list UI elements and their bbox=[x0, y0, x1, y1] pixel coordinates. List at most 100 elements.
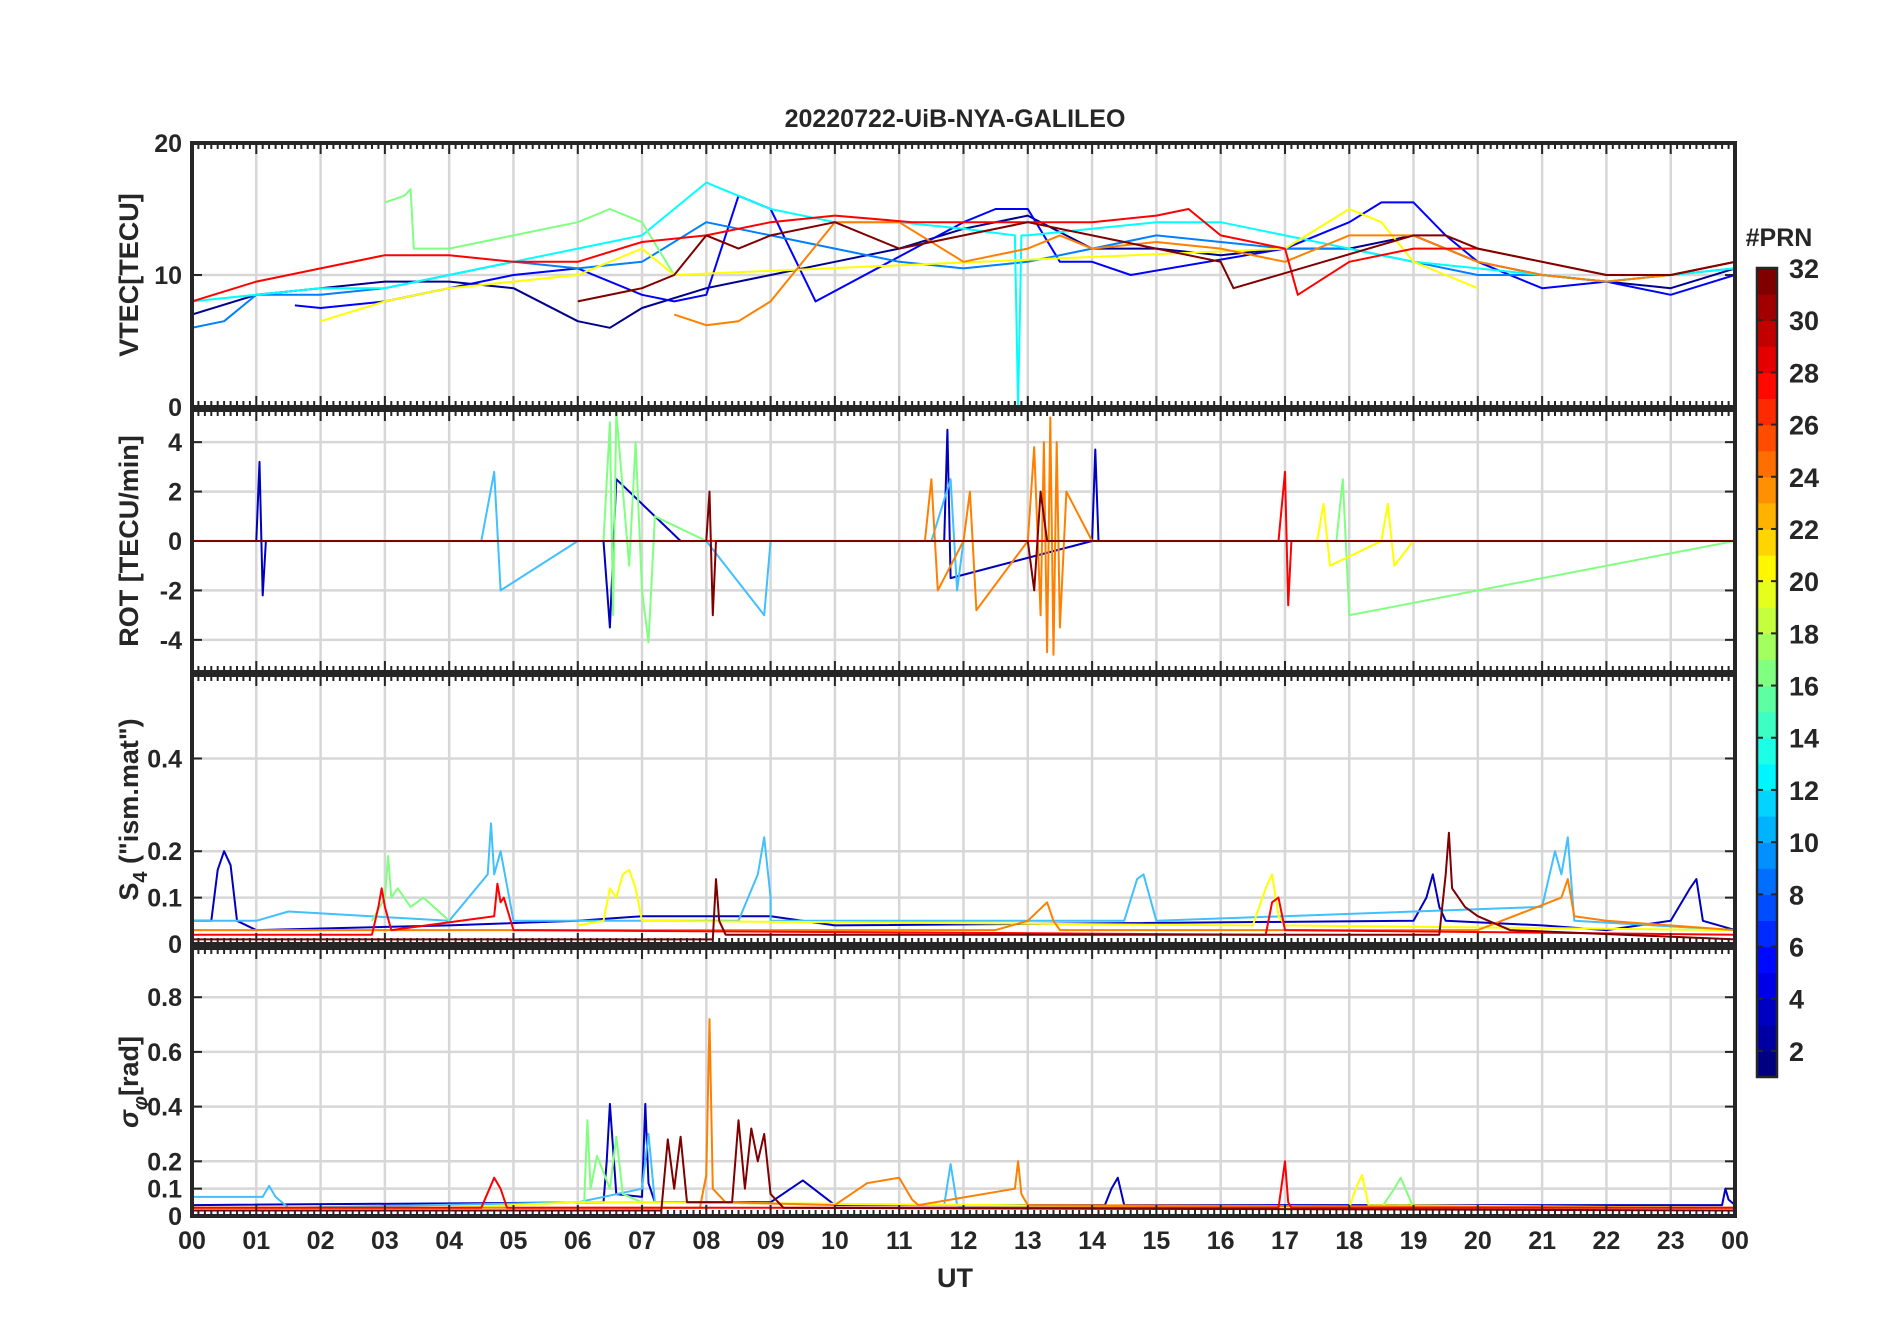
colorbar-segment bbox=[1757, 868, 1777, 895]
x-tick-label: 02 bbox=[307, 1227, 335, 1255]
colorbar-tick-label: 32 bbox=[1789, 254, 1819, 284]
rot-series-group bbox=[192, 411, 1735, 656]
s4-series-line bbox=[192, 822, 1735, 932]
colorbar-tick-label: 6 bbox=[1789, 933, 1804, 963]
vtec-frame bbox=[190, 141, 1737, 409]
x-tick-label: 07 bbox=[628, 1227, 656, 1255]
colorbar-tick-label: 30 bbox=[1789, 306, 1819, 336]
colorbar-segment bbox=[1757, 1050, 1777, 1078]
colorbar-tick-label: 14 bbox=[1789, 724, 1819, 754]
panel-rot: -4 -2 0 2 4 ROT [TECU/min] bbox=[114, 408, 1737, 674]
colorbar-tick-label: 28 bbox=[1789, 358, 1819, 388]
colorbar-segment bbox=[1757, 555, 1777, 582]
chart-title: 20220722-UiB-NYA-GALILEO bbox=[785, 105, 1126, 133]
rot-ytick-label: -4 bbox=[160, 627, 182, 655]
s4-series-group bbox=[192, 822, 1735, 941]
x-tick-label: 16 bbox=[1207, 1227, 1235, 1255]
rot-frame bbox=[190, 408, 1737, 674]
vtec-ytick-label: 0 bbox=[168, 394, 182, 422]
colorbar-segment bbox=[1757, 789, 1777, 817]
colorbar-segment bbox=[1757, 842, 1777, 869]
x-tick-label: 21 bbox=[1528, 1227, 1556, 1255]
vtec-series-group bbox=[192, 181, 1735, 407]
x-tick-label: 04 bbox=[435, 1227, 463, 1255]
colorbar-tick-label: 20 bbox=[1789, 567, 1819, 597]
vtec-series-line bbox=[192, 181, 1735, 407]
s4-ylabel: S4 ("ism.mat") bbox=[114, 718, 152, 900]
x-tick-label: 11 bbox=[886, 1227, 913, 1255]
colorbar-tick-label: 12 bbox=[1789, 776, 1819, 806]
colorbar-segment bbox=[1757, 711, 1777, 739]
panel-vtec: 0 10 20 VTEC[TECU] bbox=[114, 130, 1737, 422]
vtec-ylabel: VTEC[TECU] bbox=[114, 193, 144, 357]
colorbar-segment bbox=[1757, 294, 1777, 321]
s4-ytick-label: 0.2 bbox=[147, 838, 182, 866]
sigma-series-line bbox=[192, 1018, 1735, 1209]
sigma-series-group bbox=[192, 1018, 1735, 1212]
colorbar-tick-label: 16 bbox=[1789, 672, 1819, 702]
vtec-series-line bbox=[673, 221, 1735, 327]
colorbar-label: #PRN bbox=[1746, 224, 1813, 252]
colorbar-segment bbox=[1757, 581, 1777, 608]
s4-series-line bbox=[192, 882, 1735, 936]
colorbar-segment bbox=[1757, 502, 1777, 530]
s4-ylabel-sub: 4 bbox=[130, 871, 152, 883]
x-axis-label: UT bbox=[937, 1263, 973, 1293]
sigma-ylabel-main: σ bbox=[114, 1109, 144, 1128]
sigma-ytick-label: 0.6 bbox=[147, 1039, 182, 1067]
panel-sigma: 00.10.2 0.4 0.6 0.8 σφ[rad] bbox=[114, 946, 1737, 1231]
s4-series-line bbox=[192, 831, 1735, 941]
sigma-ytick-label: 0 bbox=[168, 1203, 182, 1231]
x-tick-label: 00 bbox=[178, 1227, 206, 1255]
rot-series-line bbox=[192, 490, 1735, 617]
x-tick-label: 05 bbox=[500, 1227, 528, 1255]
rot-ylabel: ROT [TECU/min] bbox=[114, 435, 144, 646]
x-tick-label: 09 bbox=[757, 1227, 785, 1255]
colorbar-segment bbox=[1757, 972, 1777, 1000]
vtec-ytick-label: 20 bbox=[154, 130, 182, 158]
s4-ytick-label: 0.4 bbox=[147, 745, 182, 773]
s4-frame bbox=[190, 673, 1737, 946]
colorbar-segment bbox=[1757, 659, 1777, 687]
rot-series-line bbox=[577, 411, 1735, 644]
sigma-ytick-label: 0.2 bbox=[147, 1148, 182, 1176]
colorbar-segment bbox=[1757, 894, 1777, 922]
x-tick-label: 13 bbox=[1014, 1227, 1042, 1255]
sigma-series-line bbox=[192, 1102, 1735, 1207]
x-tick-label: 03 bbox=[371, 1227, 399, 1255]
colorbar-tick-label: 8 bbox=[1789, 880, 1804, 910]
colorbar-segment bbox=[1757, 268, 1777, 295]
x-tick-label: 06 bbox=[564, 1227, 592, 1255]
colorbar-tick-label: 24 bbox=[1789, 463, 1819, 493]
colorbar-tick-label: 18 bbox=[1789, 619, 1819, 649]
colorbar-segment bbox=[1757, 633, 1777, 661]
x-tick-label: 12 bbox=[950, 1227, 978, 1255]
colorbar-segment bbox=[1757, 685, 1777, 713]
colorbar-segment bbox=[1757, 450, 1777, 478]
sigma-ylabel-sub: φ bbox=[130, 1096, 152, 1110]
colorbar-segment bbox=[1757, 737, 1777, 765]
s4-ytick-label: 0.1 bbox=[147, 885, 182, 913]
colorbar-segment bbox=[1757, 607, 1777, 634]
colorbar-frame bbox=[1755, 266, 1779, 1079]
s4-ylabel-tail: ("ism.mat") bbox=[114, 718, 144, 871]
colorbar-segment bbox=[1757, 946, 1777, 974]
s4-series-line bbox=[192, 878, 1735, 932]
colorbar-segment bbox=[1757, 372, 1777, 400]
rot-ytick-label: 0 bbox=[168, 528, 182, 556]
rot-ytick-label: -2 bbox=[160, 577, 182, 605]
sigma-series-line bbox=[192, 1119, 1735, 1212]
rot-ytick-label: 4 bbox=[168, 429, 182, 457]
x-tick-label: 10 bbox=[821, 1227, 849, 1255]
sigma-ytick-label: 0.8 bbox=[147, 984, 182, 1012]
colorbar-tick-label: 26 bbox=[1789, 411, 1819, 441]
sigma-series-line bbox=[577, 1119, 1735, 1209]
x-tick-label: 18 bbox=[1335, 1227, 1363, 1255]
x-tick-label: 08 bbox=[692, 1227, 720, 1255]
s4-series-line bbox=[371, 854, 450, 922]
x-tick-label: 15 bbox=[1142, 1227, 1170, 1255]
